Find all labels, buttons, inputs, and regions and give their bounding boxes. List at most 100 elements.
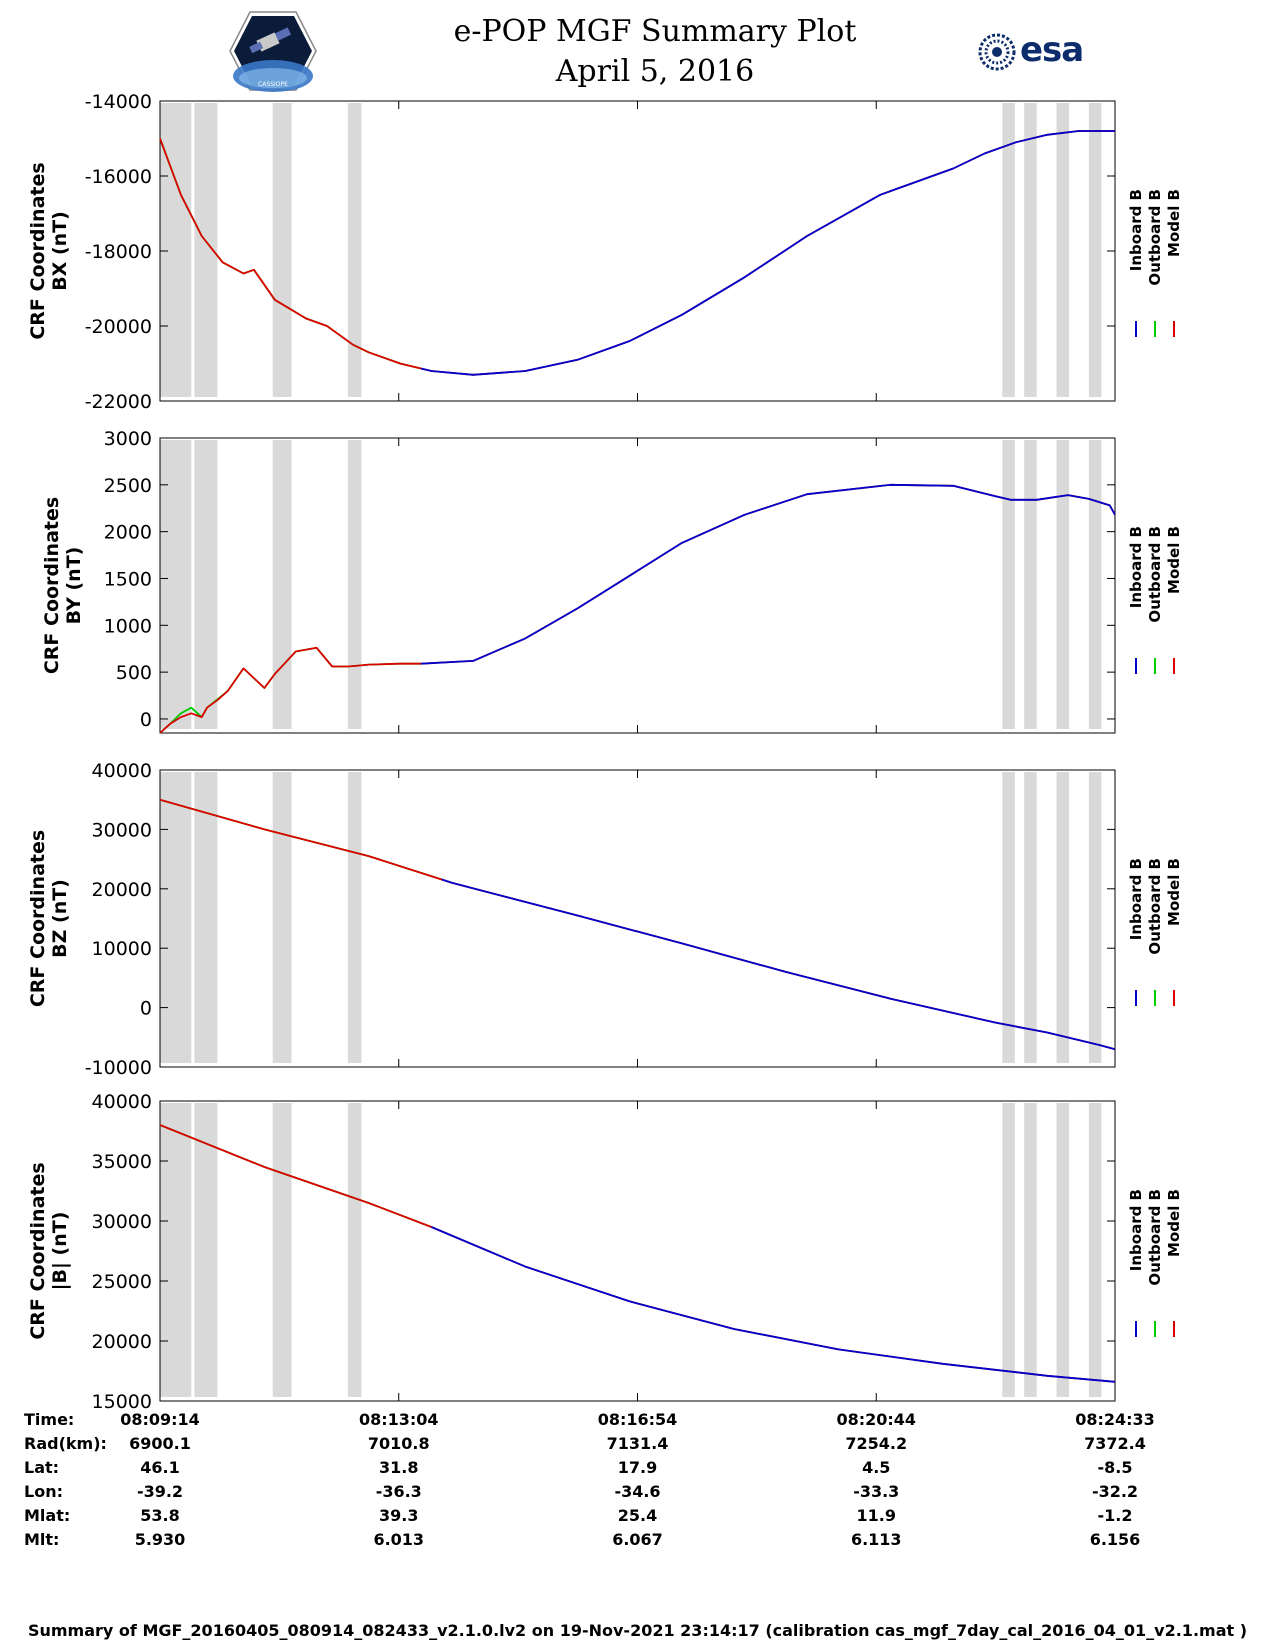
table-cell: 53.8 — [140, 1506, 179, 1525]
plot-title: e-POP MGF Summary Plot — [453, 14, 857, 49]
y-tick-label: 0 — [140, 709, 152, 731]
y-axis-label: CRF Coordinates — [27, 830, 49, 1007]
table-row-label: Mlat: — [24, 1506, 70, 1525]
y-tick-label: 20000 — [92, 1331, 152, 1353]
shade-region — [1024, 772, 1037, 1063]
shade-region — [1002, 103, 1015, 397]
legend-label: Model B — [1165, 526, 1183, 594]
shade-region — [160, 1103, 192, 1397]
plot-frame — [159, 437, 1116, 734]
shade-region — [347, 440, 362, 729]
y-tick-label: 0 — [140, 998, 152, 1020]
y-tick-label: -22000 — [85, 391, 152, 413]
y-tick-label: 25000 — [92, 1271, 152, 1293]
series-inboard-line — [441, 878, 1116, 1051]
y-tick-label: 15000 — [92, 1391, 152, 1413]
series-model-line — [159, 1124, 1116, 1383]
legend-label: Model B — [1165, 189, 1183, 257]
shade-region — [1024, 103, 1037, 397]
y-axis-label: CRF Coordinates — [41, 497, 63, 674]
y-tick-label: 10000 — [92, 938, 152, 960]
table-cell: 6.113 — [851, 1530, 902, 1549]
shade-region — [272, 772, 292, 1063]
y-tick-label: -14000 — [85, 91, 152, 113]
table-cell: -8.5 — [1098, 1458, 1133, 1477]
y-tick-label: 2500 — [104, 475, 152, 497]
y-tick-label: -20000 — [85, 316, 152, 338]
y-axis-unit-label: |B| (nT) — [49, 1212, 71, 1291]
table-row-label: Mlt: — [24, 1530, 59, 1549]
esa-logo-text: esa — [1020, 30, 1084, 70]
ephemeris-table: Time: Rad(km): Lat: Lon: Mlat: Mlt: 08:09:14 69… — [24, 1410, 1155, 1549]
panel-by: 3000 2500 2000 1500 1000 500 0 CRF Coordinates B… — [41, 428, 1183, 734]
legend-label: Inboard B — [1127, 189, 1145, 271]
shade-region — [347, 103, 362, 397]
y-axis-unit-label: BZ (nT) — [49, 879, 71, 958]
shade-region — [160, 440, 192, 729]
shade-region — [194, 440, 218, 729]
panel-bmag: 40000 35000 30000 25000 20000 15000 CRF Coordi… — [27, 1091, 1183, 1413]
shade-region — [1024, 440, 1037, 729]
shade-region — [272, 103, 292, 397]
legend-label: Outboard B — [1146, 526, 1164, 623]
shade-region — [272, 440, 292, 729]
table-cell: 11.9 — [857, 1506, 896, 1525]
series-inboard-line — [420, 130, 1115, 376]
y-tick-label: 2000 — [104, 522, 152, 544]
legend-label: Model B — [1165, 1189, 1183, 1257]
shade-region — [1002, 440, 1015, 729]
shade-region — [1024, 1103, 1037, 1397]
legend-label: Model B — [1165, 858, 1183, 926]
series-inboard-line — [431, 1226, 1116, 1383]
table-row-label: Lon: — [24, 1482, 63, 1501]
table-cell: 08:20:44 — [836, 1410, 916, 1429]
legend-label: Outboard B — [1146, 189, 1164, 286]
shade-region — [1056, 1103, 1070, 1397]
y-axis-label: CRF Coordinates — [27, 162, 49, 339]
table-cell: -32.2 — [1092, 1482, 1138, 1501]
shade-region — [1056, 103, 1070, 397]
table-cell: 5.930 — [135, 1530, 186, 1549]
shade-region — [1056, 772, 1070, 1063]
y-tick-label: 1500 — [104, 568, 152, 590]
table-cell: -33.3 — [853, 1482, 899, 1501]
shade-region — [1056, 440, 1070, 729]
series-model-line — [159, 798, 1116, 1051]
series-model-line — [159, 483, 1116, 734]
y-tick-label: 500 — [116, 662, 152, 684]
shade-region — [194, 103, 218, 397]
panel-bz: 40000 30000 20000 10000 0 -10000 CRF Coordinat… — [27, 760, 1183, 1079]
shade-region — [160, 772, 192, 1063]
y-tick-label: 20000 — [92, 879, 152, 901]
table-cell: 08:24:33 — [1075, 1410, 1155, 1429]
shade-region — [160, 103, 192, 397]
shade-region — [1088, 1103, 1102, 1397]
table-cell: 7010.8 — [368, 1434, 430, 1453]
shade-region — [194, 772, 218, 1063]
table-cell: -39.2 — [137, 1482, 183, 1501]
table-cell: 08:13:04 — [359, 1410, 439, 1429]
plot-date: April 5, 2016 — [555, 54, 755, 89]
y-tick-label: -16000 — [85, 166, 152, 188]
y-tick-label: 3000 — [104, 428, 152, 450]
table-cell: 25.4 — [618, 1506, 657, 1525]
y-tick-label: 1000 — [104, 615, 152, 637]
table-cell: -1.2 — [1098, 1506, 1133, 1525]
table-cell: 6.156 — [1090, 1530, 1141, 1549]
y-axis-unit-label: BX (nT) — [49, 211, 71, 291]
y-tick-label: -18000 — [85, 241, 152, 263]
legend-label: Inboard B — [1127, 858, 1145, 940]
cassiope-logo-icon: CASSIOPE — [229, 11, 317, 92]
table-cell: 7254.2 — [845, 1434, 907, 1453]
table-cell: 4.5 — [862, 1458, 890, 1477]
table-cell: 08:09:14 — [120, 1410, 200, 1429]
table-cell: -36.3 — [376, 1482, 422, 1501]
shade-region — [347, 772, 362, 1063]
table-cell: 39.3 — [379, 1506, 418, 1525]
y-tick-label: 40000 — [92, 760, 152, 782]
table-cell: 7372.4 — [1084, 1434, 1146, 1453]
series-model-line — [159, 130, 1115, 376]
y-tick-label: 30000 — [92, 1211, 152, 1233]
y-tick-label: 40000 — [92, 1091, 152, 1113]
shade-region — [1002, 1103, 1015, 1397]
